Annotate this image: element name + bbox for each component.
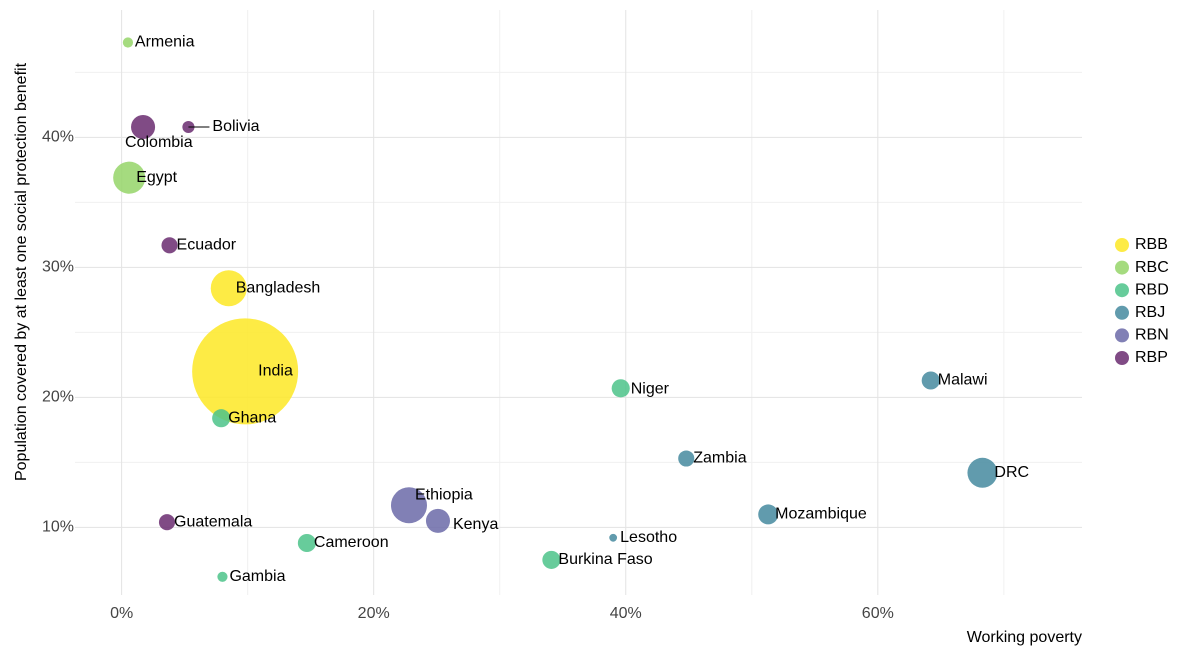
point-label: Colombia [125, 134, 193, 151]
legend-swatch [1115, 238, 1129, 252]
bubble [921, 371, 940, 390]
point-label: Niger [631, 381, 670, 398]
bubble [131, 114, 156, 140]
point-label: Lesotho [620, 529, 677, 546]
bubble [161, 237, 178, 254]
x-tick-label: 60% [862, 605, 894, 622]
bubble [611, 379, 630, 398]
bubble [425, 508, 451, 533]
y-axis-label: Population covered by at least one socia… [13, 62, 30, 481]
point-label: Bolivia [212, 118, 259, 135]
legend-swatch [1115, 305, 1129, 320]
bubble [967, 457, 998, 488]
point-label: Ghana [228, 409, 276, 426]
legend-swatch [1115, 328, 1129, 343]
point-label: Zambia [693, 450, 746, 467]
legend-swatch [1115, 351, 1129, 365]
point-label: Gambia [229, 568, 285, 585]
legend-label: RBN [1135, 327, 1169, 344]
bubble [758, 504, 779, 525]
legend-label: RBD [1135, 281, 1169, 298]
point-label: Guatemala [174, 513, 252, 530]
points [113, 37, 998, 582]
bubble [609, 533, 618, 542]
point-label: DRC [994, 464, 1029, 481]
point-label: Malawi [938, 372, 988, 389]
legend-label: RBP [1135, 349, 1168, 366]
point-label: Ecuador [177, 237, 237, 254]
point-label: India [258, 363, 293, 380]
y-tick-label: 10% [42, 519, 74, 536]
x-axis-label: Working poverty [967, 629, 1082, 646]
legend: RBB RBC RBD RBJ RBN RBP [1115, 236, 1169, 366]
bubble [297, 533, 316, 553]
legend-swatch [1115, 260, 1129, 275]
bubble [192, 318, 299, 425]
legend-swatch [1115, 283, 1129, 298]
legend-label: RBJ [1135, 304, 1165, 321]
point-label: Armenia [135, 34, 195, 51]
point-label: Egypt [136, 169, 177, 186]
point-label: Bangladesh [236, 279, 321, 296]
bubble [212, 409, 231, 428]
y-tick-label: 20% [42, 389, 74, 406]
point-label: Kenya [453, 516, 498, 533]
bubble [122, 37, 134, 48]
x-tick-label: 20% [358, 605, 390, 622]
bubble [210, 270, 247, 307]
legend-label: RBB [1135, 236, 1168, 253]
bubble [158, 514, 176, 531]
bubble [678, 450, 695, 467]
bubble [542, 550, 561, 569]
labels: Bangladesh India Armenia Egypt Ghana Gambia Ca… [125, 34, 1029, 585]
point-label: Burkina Faso [558, 551, 652, 568]
legend-label: RBC [1135, 259, 1169, 276]
x-tick-label: 0% [110, 605, 133, 622]
point-label: Mozambique [775, 506, 867, 523]
bubble [390, 487, 427, 524]
y-tick-label: 30% [42, 259, 74, 276]
bubble [217, 571, 228, 582]
bubble [113, 161, 146, 194]
point-label: Cameroon [314, 534, 389, 551]
point-label: Ethiopia [415, 487, 473, 504]
y-tick-label: 40% [42, 129, 74, 146]
x-tick-label: 40% [610, 605, 642, 622]
